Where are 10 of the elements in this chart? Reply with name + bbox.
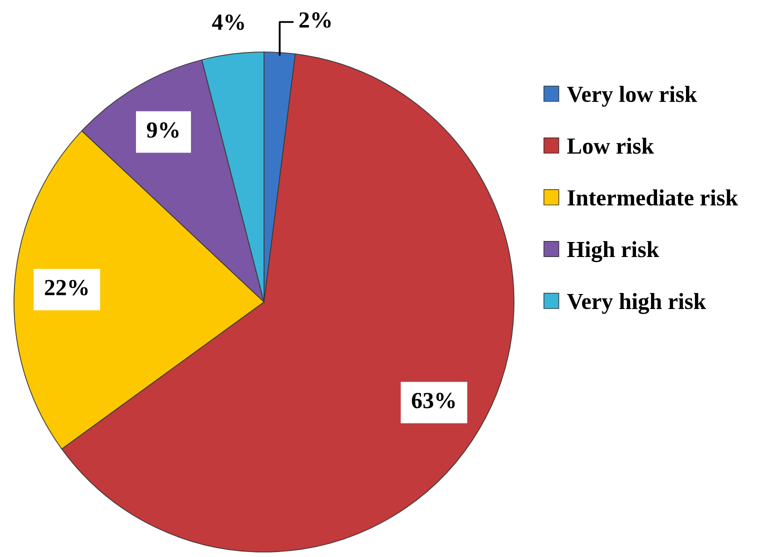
data-label: 2% bbox=[299, 12, 331, 28]
data-label: 22% bbox=[44, 280, 88, 296]
legend-label: High risk bbox=[567, 241, 660, 262]
data-label: 9% bbox=[146, 122, 179, 138]
data-label: 63% bbox=[412, 392, 455, 408]
data-label: 4% bbox=[212, 14, 244, 30]
legend-label: Very high risk bbox=[567, 293, 706, 314]
legend-label: Intermediate risk bbox=[568, 189, 738, 206]
legend-label: Very low risk bbox=[567, 86, 698, 107]
legend-label: Low risk bbox=[567, 138, 654, 154]
